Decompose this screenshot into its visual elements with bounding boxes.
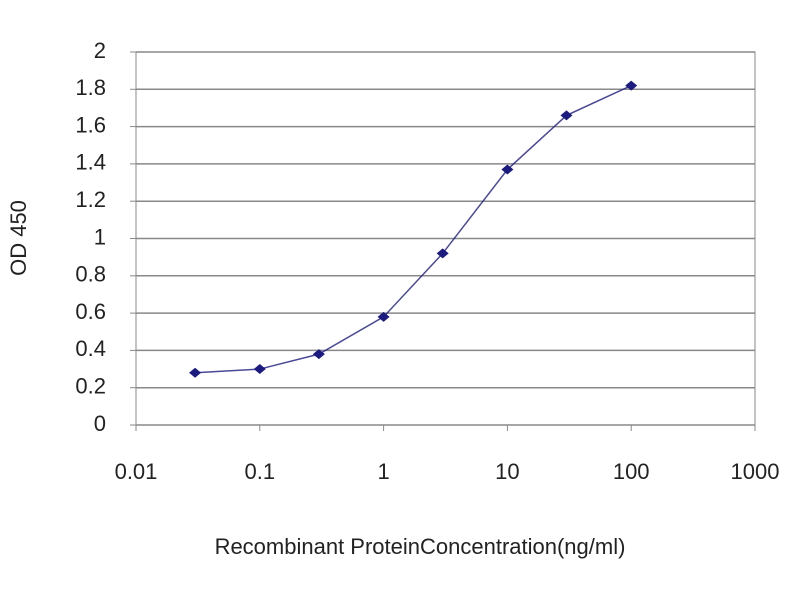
y-tick-label: 1.6 [75, 112, 106, 137]
data-point [560, 110, 573, 121]
y-axis-label: OD 450 [6, 200, 31, 276]
data-point [625, 80, 638, 91]
data-point [312, 349, 325, 360]
y-tick-label: 2 [94, 38, 106, 63]
x-tick-label: 1 [377, 459, 389, 484]
y-tick-label: 0.4 [75, 336, 106, 361]
y-tick-label: 0.2 [75, 374, 106, 399]
x-axis-label: Recombinant ProteinConcentration(ng/ml) [215, 534, 626, 559]
data-point [436, 248, 449, 259]
data-point [501, 164, 514, 175]
data-point [189, 367, 202, 378]
x-tick-label: 10 [495, 459, 519, 484]
y-tick-label: 0.6 [75, 299, 106, 324]
data-point [377, 311, 390, 322]
y-tick-label: 1.8 [75, 75, 106, 100]
y-tick-label: 1.4 [75, 150, 106, 175]
y-tick-label: 0 [94, 411, 106, 436]
y-tick-label: 1 [94, 224, 106, 249]
data-point [253, 364, 266, 375]
y-tick-label: 1.2 [75, 187, 106, 212]
series-line [195, 84, 632, 374]
x-tick-label: 1000 [731, 459, 780, 484]
x-tick-label: 0.01 [115, 459, 158, 484]
y-tick-label: 0.8 [75, 262, 106, 287]
x-tick-label: 100 [613, 459, 650, 484]
x-tick-label: 0.1 [245, 459, 276, 484]
